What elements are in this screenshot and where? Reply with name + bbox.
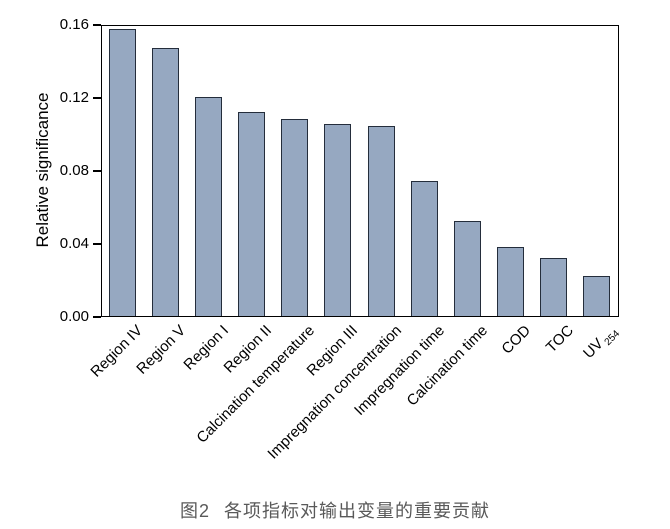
bar-1 [108,29,136,316]
y-tick-mark [93,24,101,26]
plot-area [101,25,619,317]
bar-6 [324,124,352,316]
bar-9 [453,221,481,316]
y-tick-label: 0.04 [59,235,89,252]
bar-8 [410,180,438,316]
bar-7 [367,126,395,316]
figure-number: 图2 [179,501,210,521]
y-tick-label: 0.16 [59,16,89,33]
y-tick-mark [93,97,101,99]
y-tick-label: 0.12 [59,89,89,106]
bar-5 [281,118,309,316]
y-tick-mark [93,243,101,245]
figure-title: 各项指标对输出变量的重要贡献 [224,501,490,521]
bar-2 [151,47,179,316]
bar-11 [540,257,568,316]
bar-3 [194,97,222,316]
bar-10 [497,246,525,316]
figure-caption: 图2 各项指标对输出变量的重要贡献 [0,497,670,523]
y-tick-label: 0.08 [59,162,89,179]
bar-4 [238,111,266,316]
bar-12 [583,275,611,316]
y-tick-label: 0.00 [59,308,89,325]
y-tick-mark [93,316,101,318]
y-tick-mark [93,170,101,172]
